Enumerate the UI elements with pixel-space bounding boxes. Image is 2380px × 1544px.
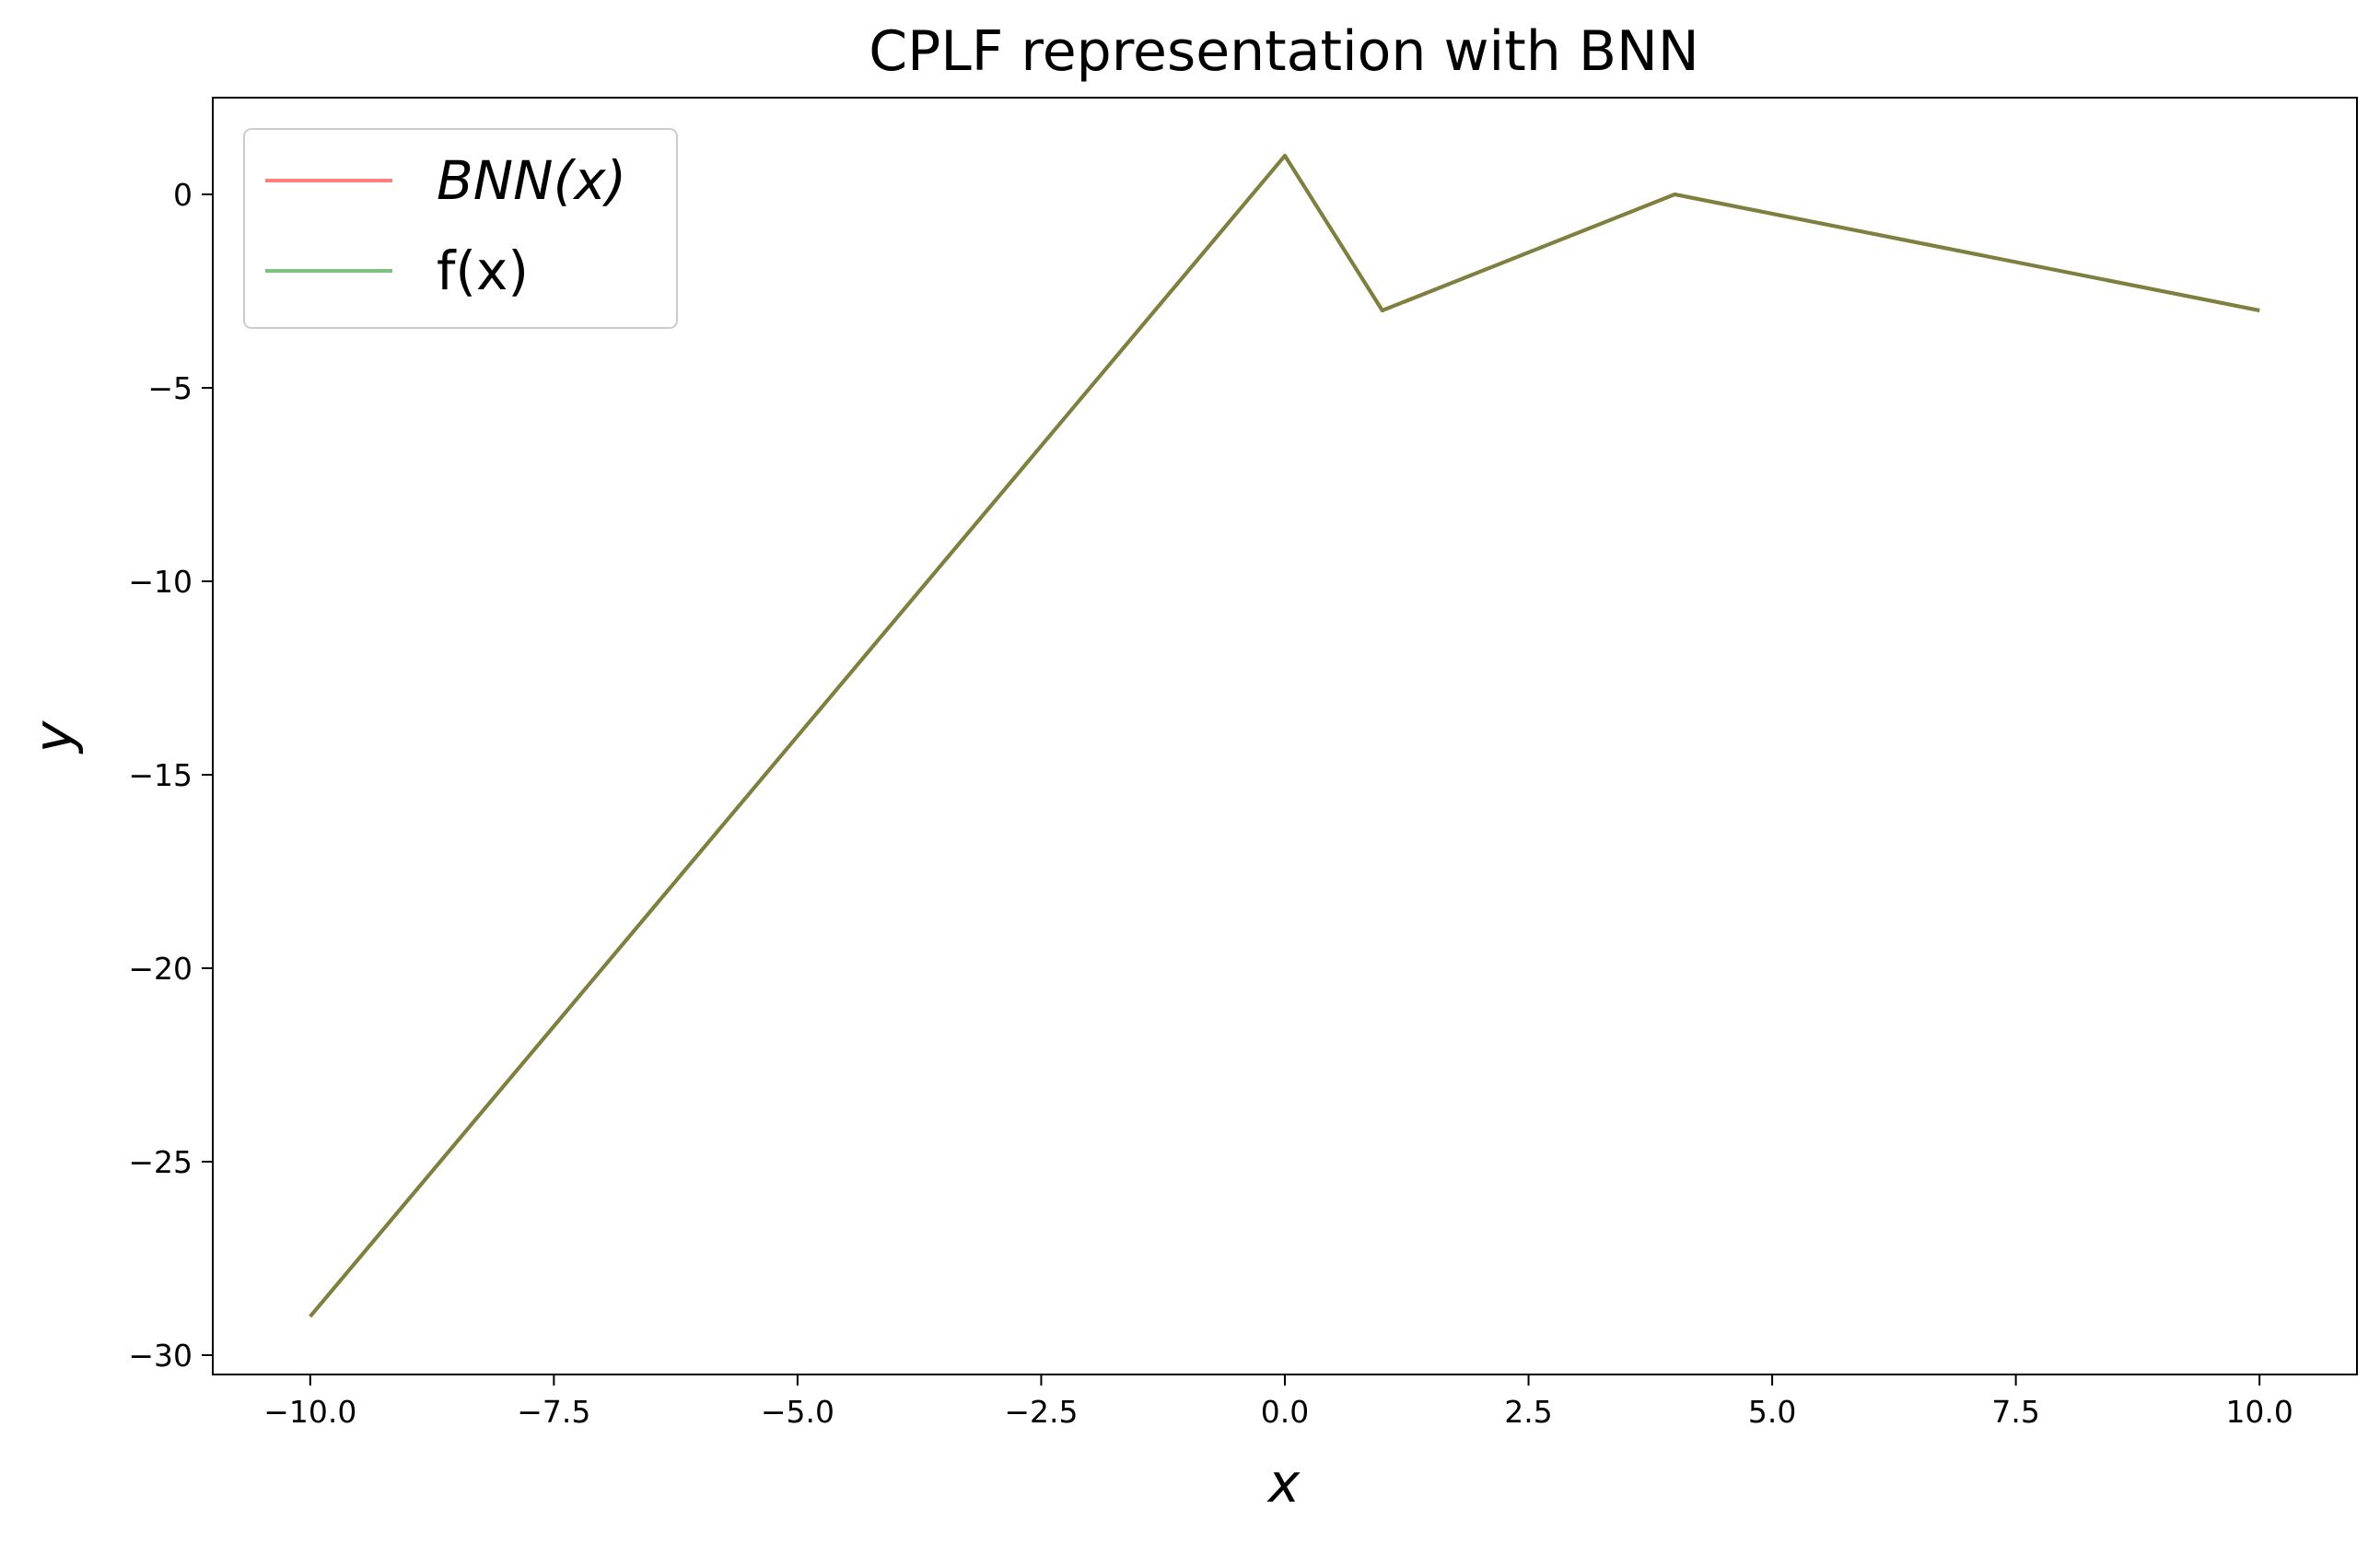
y-axis-ticks: 0 −5 −10 −15 −20 −25 −30	[128, 177, 213, 1374]
x-tick-label: −7.5	[517, 1394, 590, 1430]
legend: BNN(x) f(x)	[243, 128, 678, 329]
x-tick-label: 5.0	[1748, 1394, 1796, 1430]
legend-label-fx: f(x)	[437, 240, 529, 302]
x-tick-label: 7.5	[1991, 1394, 2039, 1430]
x-axis-ticks: −10.0 −7.5 −5.0 −2.5 0.0 2.5 5.0 7.5 10.0	[263, 1374, 2293, 1430]
series-line-overlap	[309, 154, 2260, 1318]
x-tick-label: 10.0	[2225, 1394, 2292, 1430]
x-tick-label: 0.0	[1261, 1394, 1309, 1430]
x-tick-label: 2.5	[1504, 1394, 1552, 1430]
x-axis-label: x	[1266, 1452, 1301, 1515]
y-tick-label: −10	[128, 564, 192, 600]
legend-label-bnn: BNN(x)	[437, 149, 626, 212]
x-tick-label: −5.0	[761, 1394, 834, 1430]
x-tick-label: −10.0	[263, 1394, 356, 1430]
series-layer	[309, 154, 2260, 1318]
y-tick-label: −15	[128, 757, 192, 793]
y-tick-label: 0	[173, 177, 192, 213]
y-tick-label: −5	[147, 370, 192, 406]
x-tick-label: −2.5	[1004, 1394, 1078, 1430]
y-axis-label: y	[22, 720, 85, 754]
y-tick-label: −25	[128, 1144, 192, 1180]
y-tick-label: −30	[128, 1338, 192, 1374]
y-tick-label: −20	[128, 951, 192, 987]
chart-title: CPLF representation with BNN	[869, 19, 1699, 84]
